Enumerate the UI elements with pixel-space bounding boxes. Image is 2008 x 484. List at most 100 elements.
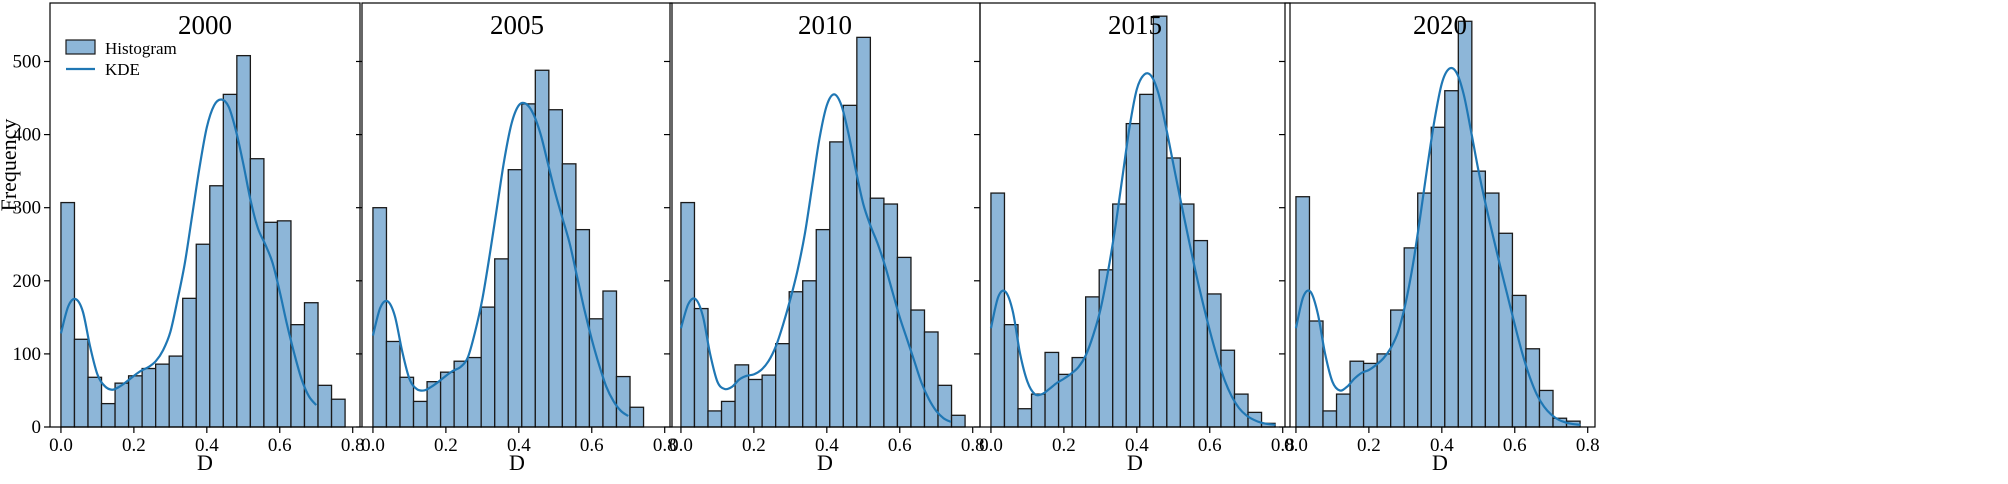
legend-kde-label: KDE <box>105 60 140 79</box>
histogram-bar <box>494 258 509 428</box>
histogram-bars <box>372 69 645 428</box>
histogram-bar <box>1003 324 1019 428</box>
histogram-bar <box>412 400 428 428</box>
histogram-bars <box>1295 20 1581 428</box>
histogram-bar <box>1125 122 1141 428</box>
x-tick-label: 0.4 <box>1430 435 1454 456</box>
chart-panel-2000: 0.0 0.2 0.4 0.6 0.8 0 100 200 300 400 500 2000 D Hist… <box>13 2 365 475</box>
histogram-bar <box>1166 157 1182 428</box>
histogram-bar <box>1030 393 1046 428</box>
histogram-bar <box>707 410 723 428</box>
histogram-bar <box>100 402 116 428</box>
x-tick-label: 0.6 <box>888 435 912 456</box>
histogram-bar <box>453 360 469 428</box>
histogram-bar <box>720 400 736 428</box>
x-tick-label: 0.0 <box>361 435 385 456</box>
x-tick-label: 0.8 <box>653 435 677 456</box>
histogram-bar <box>1335 393 1351 428</box>
histogram-bar <box>842 104 858 428</box>
histogram-bar <box>372 207 388 428</box>
histogram-bars <box>680 36 966 428</box>
histogram-bar <box>990 192 1006 428</box>
histogram-bar <box>680 201 696 428</box>
x-tick-label: 0.2 <box>742 435 766 456</box>
histogram-bar <box>1349 360 1365 428</box>
histogram-bar <box>480 306 496 428</box>
histogram-bar <box>168 355 184 428</box>
histogram-bars <box>60 54 346 428</box>
x-tick-label: 0.6 <box>268 435 292 456</box>
histogram-bar <box>141 367 157 428</box>
histogram-bar <box>615 375 631 428</box>
panel-title: 2000 <box>178 10 232 40</box>
histogram-bar <box>276 220 292 428</box>
histogram-bar <box>439 371 455 428</box>
histogram-bar <box>290 324 306 428</box>
x-tick-label: 0.0 <box>669 435 693 456</box>
panel-title: 2005 <box>490 10 544 40</box>
chart-panel-2010: 0.0 0.2 0.4 0.6 0.8 2010 D <box>664 2 985 475</box>
y-tick-label: 200 <box>13 271 42 292</box>
x-tick-label: 0.8 <box>961 435 985 456</box>
histogram-bar <box>883 203 899 428</box>
x-tick-label: 0.0 <box>49 435 73 456</box>
kde-line <box>1294 66 1581 426</box>
histogram-bar <box>629 406 645 428</box>
x-tick-label: 0.8 <box>1576 435 1600 456</box>
histogram-bar <box>1390 309 1405 428</box>
chart-panel-2005: 0.0 0.2 0.4 0.6 0.8 2005 D <box>356 2 677 475</box>
histogram-bar <box>209 185 224 428</box>
histogram-bar <box>1057 373 1073 428</box>
histogram-bar <box>195 243 211 428</box>
x-tick-label: 0.4 <box>815 435 839 456</box>
legend-histogram-label: Histogram <box>105 39 177 58</box>
histogram-bar <box>923 331 939 428</box>
legend-histogram-swatch <box>65 39 96 55</box>
x-tick-label: 0.2 <box>1052 435 1076 456</box>
histogram-bar <box>1498 232 1514 428</box>
histogram-bar <box>1444 90 1459 428</box>
y-tick-label: 100 <box>13 344 42 365</box>
chart-panel-2020: 0.0 0.2 0.4 0.6 0.8 2020 D <box>1279 2 1600 475</box>
y-tick-label: 0 <box>32 417 42 438</box>
histogram-bars <box>990 15 1276 428</box>
histogram-bar <box>73 338 89 428</box>
histogram-bar <box>1362 362 1378 428</box>
panel-title: 2015 <box>1108 10 1162 40</box>
x-tick-label: 0.2 <box>434 435 458 456</box>
x-tick-label: 0.8 <box>1271 435 1295 456</box>
histogram-bar <box>1430 126 1446 428</box>
kde-line <box>989 72 1276 426</box>
x-tick-label: 0.2 <box>122 435 146 456</box>
histogram-bar <box>521 103 536 428</box>
histogram-bar <box>155 363 170 428</box>
histogram-bar <box>330 398 346 428</box>
histogram-bar <box>950 414 966 428</box>
histogram-bar <box>548 109 564 428</box>
x-axis-label: D <box>509 450 525 475</box>
histogram-bar <box>1152 15 1168 428</box>
histogram-bar <box>775 343 790 428</box>
x-tick-label: 0.4 <box>507 435 531 456</box>
histogram-bar <box>222 93 238 428</box>
x-axis-label: D <box>1127 450 1143 475</box>
histogram-bar <box>829 141 844 428</box>
chart-panel-2015: 0.0 0.2 0.4 0.6 0.8 2015 D <box>974 2 1295 475</box>
histogram-bar <box>802 280 817 428</box>
y-axis-label: Frequency <box>0 119 21 212</box>
histogram-bar <box>467 356 482 428</box>
x-tick-label: 0.4 <box>195 435 219 456</box>
x-axis-label: D <box>1432 450 1448 475</box>
x-axis-label: D <box>197 450 213 475</box>
histogram-bar <box>602 290 618 428</box>
histogram-bar <box>1417 192 1432 428</box>
x-tick-label: 0.0 <box>979 435 1003 456</box>
histogram-bar <box>507 169 523 428</box>
histogram-bar <box>1139 93 1154 428</box>
histogram-bar <box>317 384 333 428</box>
plot-frame <box>979 2 1291 428</box>
panel-title: 2020 <box>1413 10 1467 40</box>
histogram-bar <box>263 221 279 428</box>
